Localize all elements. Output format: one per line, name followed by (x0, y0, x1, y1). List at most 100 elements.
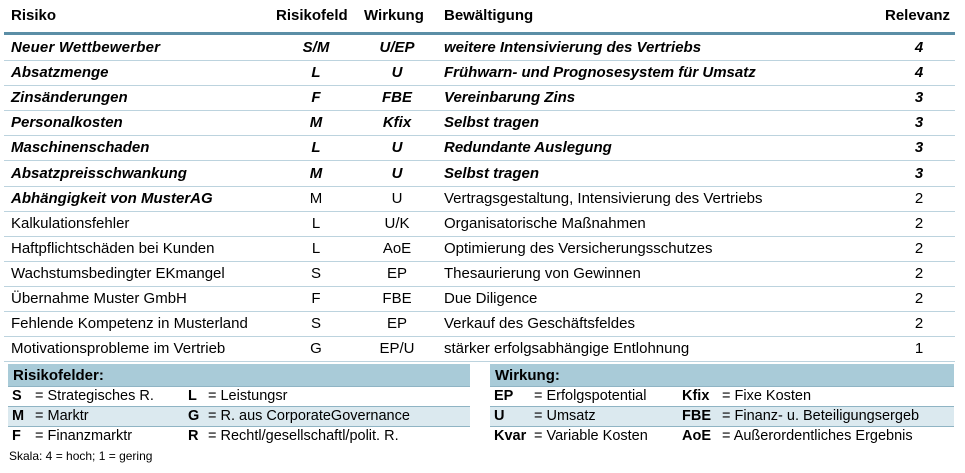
cell-field: L (311, 214, 321, 232)
scale-note: Skala: 4 = hoch; 1 = gering (9, 449, 153, 463)
cell-handling: Redundante Auslegung (444, 139, 612, 157)
legend-key: FBE (682, 408, 711, 424)
cell-handling: Organisatorische Maßnahmen (444, 214, 646, 232)
cell-risk: Zinsänderungen (11, 89, 128, 107)
cell-field: G (310, 340, 322, 358)
cell-relevance: 3 (914, 114, 924, 132)
cell-risk: Haftpflichtschäden bei Kunden (11, 239, 215, 257)
cell-risk: Kalkulationsfehler (11, 214, 130, 232)
cell-field: F (311, 290, 321, 307)
cell-risk: Maschinenschaden (11, 139, 150, 157)
cell-relevance: 3 (914, 89, 924, 107)
legend-text: = Marktr (35, 408, 89, 424)
table-row: Wachstumsbedingter EKmangel S EP Thesaurier… (4, 261, 955, 287)
cell-risk: Übernahme Muster GmbH (11, 290, 187, 307)
legend-key: AoE (682, 428, 711, 444)
cell-risk: Absatzpreisschwankung (11, 164, 187, 182)
legend-text: = Erfolgspotential (534, 388, 647, 404)
cell-effect: FBE (382, 290, 412, 307)
table-row: Personalkosten M Kfix Selbst tragen 3 (4, 110, 955, 137)
header-field: Risikofeld (276, 7, 348, 24)
cell-relevance: 2 (914, 290, 924, 307)
cell-effect: EP (386, 264, 407, 282)
cell-relevance: 3 (914, 139, 924, 157)
legend-key: R (188, 428, 199, 444)
header-relevance: Relevanz (885, 7, 951, 24)
cell-relevance: 1 (914, 340, 924, 358)
cell-handling: Frühwarn- und Prognosesystem für Umsatz (444, 64, 756, 82)
cell-relevance: 3 (914, 164, 924, 182)
cell-effect: EP/U (379, 340, 415, 358)
header-rule (4, 32, 955, 35)
legend-text: = Außerordentliches Ergebnis (722, 428, 913, 444)
cell-effect: Kfix (382, 114, 412, 132)
legend-text: = Strategisches R. (35, 388, 154, 404)
legend-row: U = Umsatz FBE = Finanz- u. Beteiligungs… (490, 406, 954, 426)
legend-text: = R. aus CorporateGovernance (208, 408, 410, 424)
cell-relevance: 2 (914, 264, 924, 282)
cell-effect: U/EP (379, 39, 415, 56)
legend-row: EP = Erfolgspotential Kfix = Fixe Kosten (490, 386, 954, 406)
cell-handling: Due Diligence (444, 290, 538, 307)
cell-field: S (310, 315, 321, 333)
table-row: Zinsänderungen F FBE Vereinbarung Zins 3 (4, 85, 955, 112)
legend-key: Kfix (682, 388, 710, 404)
cell-field: L (311, 239, 321, 257)
legend-text: = Leistungsr (208, 388, 288, 404)
table-header: Risiko Risikofeld Wirkung Bewältigung Re… (0, 0, 965, 32)
table-row: Kalkulationsfehler L U/K Organisatorische M… (4, 211, 955, 237)
cell-relevance: 4 (914, 64, 924, 82)
cell-risk: Motivationsprobleme im Vertrieb (11, 340, 226, 358)
table-row: Maschinenschaden L U Redundante Auslegung 3 (4, 135, 955, 162)
cell-risk: Abhängigkeit von MusterAG (11, 189, 213, 207)
cell-relevance: 2 (914, 239, 924, 257)
cell-effect: U (391, 164, 403, 182)
legend-key: G (188, 408, 200, 424)
cell-effect: U/K (384, 214, 410, 232)
table-row: Fehlende Kompetenz in Musterland S EP Verka… (4, 311, 955, 338)
legend-effects-title: Wirkung: (495, 367, 560, 384)
legend-row: Kvar = Variable Kosten AoE = Außerordent… (490, 426, 954, 446)
legend-row: S = Strategisches R. L = Leistungsr (8, 386, 470, 406)
cell-handling: Selbst tragen (444, 164, 540, 182)
cell-relevance: 2 (914, 189, 924, 207)
legend-text: = Finanzmarktr (35, 428, 133, 444)
cell-handling: Selbst tragen (444, 114, 540, 132)
cell-relevance: 4 (914, 39, 924, 56)
cell-field: M (309, 114, 323, 132)
header-effect: Wirkung (364, 7, 424, 24)
cell-field: S (310, 264, 321, 282)
legend-key: M (12, 408, 25, 424)
table-row: Abhängigkeit von MusterAG M U Vertragsgesta… (4, 186, 955, 212)
legend-key: U (494, 408, 505, 424)
cell-field: L (311, 64, 321, 82)
table-row: Absatzpreisschwankung M U Selbst tragen 3 (4, 161, 955, 187)
table-row: Neuer Wettbewerber S/M U/EP weitere Intensi… (4, 35, 955, 61)
legend-text: = Umsatz (534, 408, 596, 424)
cell-handling: Verkauf des Geschäftsfeldes (444, 315, 635, 333)
legend-effects: Wirkung: EP = Erfolgspotential Kfix = Fi… (490, 364, 954, 446)
legend-text: = Rechtl/gesellschaftl/polit. R. (208, 428, 399, 444)
table-row: Haftpflichtschäden bei Kunden L AoE Optimie… (4, 236, 955, 262)
cell-effect: U (391, 139, 403, 157)
table-row: Übernahme Muster GmbH F FBE Due Diligence 2 (4, 286, 955, 312)
header-risk: Risiko (11, 7, 57, 24)
cell-field: F (311, 89, 321, 107)
legend-key: L (188, 388, 197, 404)
cell-effect: U (391, 64, 403, 82)
table-row: Absatzmenge L U Frühwarn- und Prognosesyste… (4, 60, 955, 87)
cell-risk: Personalkosten (11, 114, 123, 132)
legend-text: = Finanz- u. Beteiligungsergeb (722, 408, 920, 424)
cell-risk: Fehlende Kompetenz in Musterland (11, 315, 248, 333)
cell-handling: weitere Intensivierung des Vertriebs (444, 39, 702, 56)
cell-field: M (309, 164, 323, 182)
legend-row: M = Marktr G = R. aus CorporateGovernanc… (8, 406, 470, 426)
cell-handling: Thesaurierung von Gewinnen (444, 264, 641, 282)
cell-effect: U (391, 189, 403, 207)
table-row: Motivationsprobleme im Vertrieb G EP/U stär… (4, 336, 955, 363)
cell-handling: Vereinbarung Zins (444, 89, 576, 107)
legend-risk-fields: Risikofelder: S = Strategisches R. L = L… (8, 364, 470, 446)
cell-field: L (311, 139, 321, 157)
legend-key: Kvar (494, 428, 527, 444)
header-handling: Bewältigung (444, 7, 534, 24)
